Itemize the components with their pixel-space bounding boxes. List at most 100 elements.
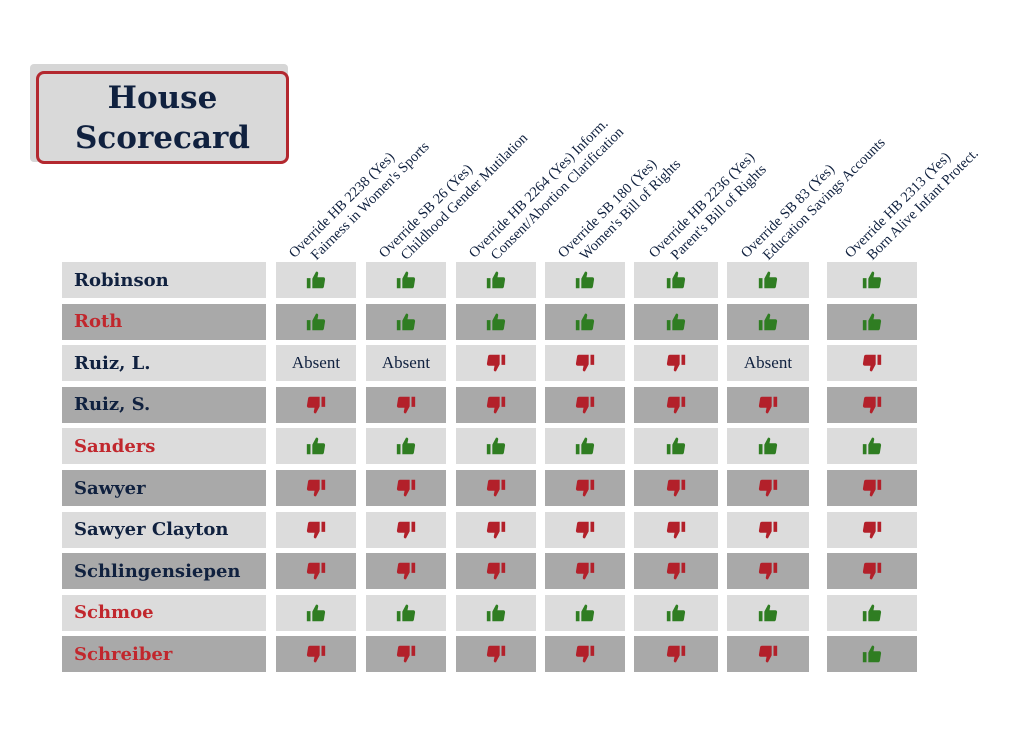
member-name: Schreiber <box>62 636 266 673</box>
vote-cell <box>456 262 536 298</box>
thumbs-down-icon <box>575 562 595 580</box>
vote-cell <box>276 553 356 590</box>
vote-cell: Absent <box>727 345 809 382</box>
title-line-1: House <box>107 79 218 116</box>
thumbs-down-icon <box>486 521 506 539</box>
thumbs-down-icon <box>666 396 686 414</box>
thumbs-up-icon <box>758 271 778 289</box>
thumbs-up-icon <box>575 271 595 289</box>
thumbs-down-icon <box>306 479 326 497</box>
member-name: Roth <box>62 303 266 340</box>
vote-cell <box>727 511 809 548</box>
title-card: House Scorecard <box>36 71 289 164</box>
thumbs-up-icon <box>575 437 595 455</box>
thumbs-down-icon <box>862 396 882 414</box>
thumbs-down-icon <box>575 479 595 497</box>
thumbs-down-icon <box>306 521 326 539</box>
vote-cell <box>276 636 356 673</box>
thumbs-down-icon <box>575 354 595 372</box>
vote-cell <box>727 470 809 506</box>
thumbs-down-icon <box>486 479 506 497</box>
vote-cell <box>276 386 356 423</box>
thumbs-up-icon <box>575 313 595 330</box>
vote-cell <box>545 428 625 465</box>
vote-cell <box>545 511 625 548</box>
thumbs-down-icon <box>396 479 416 497</box>
thumbs-down-icon <box>758 521 778 539</box>
absent-label: Absent <box>743 353 793 373</box>
vote-cell <box>727 386 809 423</box>
thumbs-down-icon <box>666 354 686 372</box>
member-name: Schlingensiepen <box>62 553 266 590</box>
vote-cell <box>827 262 917 298</box>
vote-cell <box>545 594 625 631</box>
vote-cell <box>456 594 536 631</box>
vote-cell <box>456 345 536 382</box>
thumbs-down-icon <box>396 562 416 580</box>
thumbs-up-icon <box>666 437 686 455</box>
absent-label: Absent <box>381 353 431 373</box>
vote-cell: Absent <box>366 345 446 382</box>
vote-cell <box>634 594 718 631</box>
thumbs-down-icon <box>486 562 506 580</box>
member-name: Schmoe <box>62 594 266 631</box>
vote-cell <box>276 303 356 340</box>
vote-cell <box>634 470 718 506</box>
thumbs-down-icon <box>758 562 778 580</box>
vote-cell <box>827 594 917 631</box>
absent-label: Absent <box>291 353 341 373</box>
thumbs-up-icon <box>396 604 416 622</box>
thumbs-up-icon <box>396 271 416 289</box>
thumbs-down-icon <box>306 396 326 414</box>
thumbs-up-icon <box>862 437 882 455</box>
thumbs-up-icon <box>396 437 416 455</box>
vote-cell <box>456 386 536 423</box>
thumbs-up-icon <box>758 313 778 330</box>
vote-cell <box>456 470 536 506</box>
vote-cell <box>366 594 446 631</box>
vote-cell <box>456 553 536 590</box>
vote-cell <box>827 303 917 340</box>
member-name: Ruiz, L. <box>62 345 266 382</box>
thumbs-up-icon <box>306 437 326 455</box>
vote-cell <box>545 386 625 423</box>
thumbs-up-icon <box>306 604 326 622</box>
member-name: Sanders <box>62 428 266 465</box>
vote-cell <box>634 636 718 673</box>
vote-cell <box>727 636 809 673</box>
thumbs-up-icon <box>666 271 686 289</box>
thumbs-up-icon <box>758 437 778 455</box>
thumbs-down-icon <box>862 354 882 372</box>
vote-cell <box>827 428 917 465</box>
thumbs-up-icon <box>486 313 506 330</box>
thumbs-down-icon <box>758 396 778 414</box>
thumbs-down-icon <box>486 354 506 372</box>
thumbs-up-icon <box>862 271 882 289</box>
member-name: Sawyer <box>62 470 266 506</box>
thumbs-up-icon <box>306 313 326 330</box>
vote-cell <box>366 470 446 506</box>
vote-cell <box>366 553 446 590</box>
member-name: Ruiz, S. <box>62 386 266 423</box>
vote-cell <box>276 594 356 631</box>
thumbs-up-icon <box>862 313 882 330</box>
vote-cell <box>634 428 718 465</box>
vote-cell <box>366 303 446 340</box>
thumbs-down-icon <box>396 396 416 414</box>
vote-cell <box>634 303 718 340</box>
vote-cell <box>727 428 809 465</box>
vote-cell <box>634 553 718 590</box>
vote-cell <box>634 511 718 548</box>
thumbs-down-icon <box>862 562 882 580</box>
thumbs-down-icon <box>396 521 416 539</box>
thumbs-up-icon <box>862 604 882 622</box>
thumbs-up-icon <box>575 604 595 622</box>
title-line-2: Scorecard <box>75 119 250 156</box>
thumbs-down-icon <box>306 562 326 580</box>
thumbs-up-icon <box>666 313 686 330</box>
thumbs-up-icon <box>306 271 326 289</box>
thumbs-up-icon <box>666 604 686 622</box>
vote-cell <box>456 511 536 548</box>
vote-cell <box>545 303 625 340</box>
thumbs-down-icon <box>666 646 686 663</box>
